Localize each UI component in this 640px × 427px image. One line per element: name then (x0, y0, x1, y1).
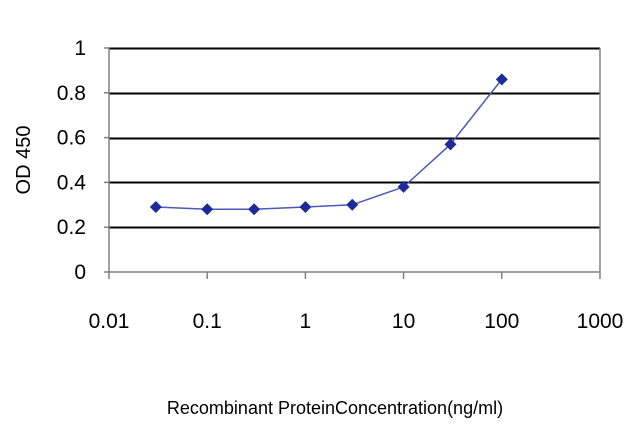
data-point-marker (346, 198, 359, 211)
data-point-marker (397, 180, 410, 193)
x-tick-label: 1000 (577, 310, 624, 333)
y-tick-label: 0 (74, 261, 86, 284)
series-line (155, 78, 503, 211)
y-tick-label: 0.4 (57, 171, 87, 194)
data-point-marker (149, 201, 162, 214)
x-axis-title: Recombinant ProteinConcentration(ng/ml) (167, 398, 503, 418)
data-point-marker (495, 73, 508, 86)
x-tick-label: 1 (300, 310, 312, 333)
y-tick-label: 0.6 (57, 127, 86, 150)
data-point-marker (299, 201, 312, 214)
data-series (149, 73, 508, 216)
x-tick-label: 100 (484, 310, 519, 333)
x-tick-label: 0.1 (193, 310, 222, 333)
y-tick-label: 0.8 (57, 82, 86, 105)
tick-labels: 0 0.2 0.4 0.6 0.8 1 0.01 0.1 1 10 100 1000 (57, 37, 624, 333)
y-tick-label: 1 (74, 37, 86, 60)
x-tick-label: 10 (392, 310, 415, 333)
gridlines (109, 47, 600, 229)
data-point-marker (444, 138, 457, 151)
x-tick-label: 0.01 (89, 310, 130, 333)
axes (104, 47, 601, 279)
data-point-marker (248, 203, 261, 216)
data-point-marker (201, 203, 214, 216)
y-tick-label: 0.2 (57, 216, 86, 239)
y-axis-title: OD 450 (13, 126, 35, 195)
